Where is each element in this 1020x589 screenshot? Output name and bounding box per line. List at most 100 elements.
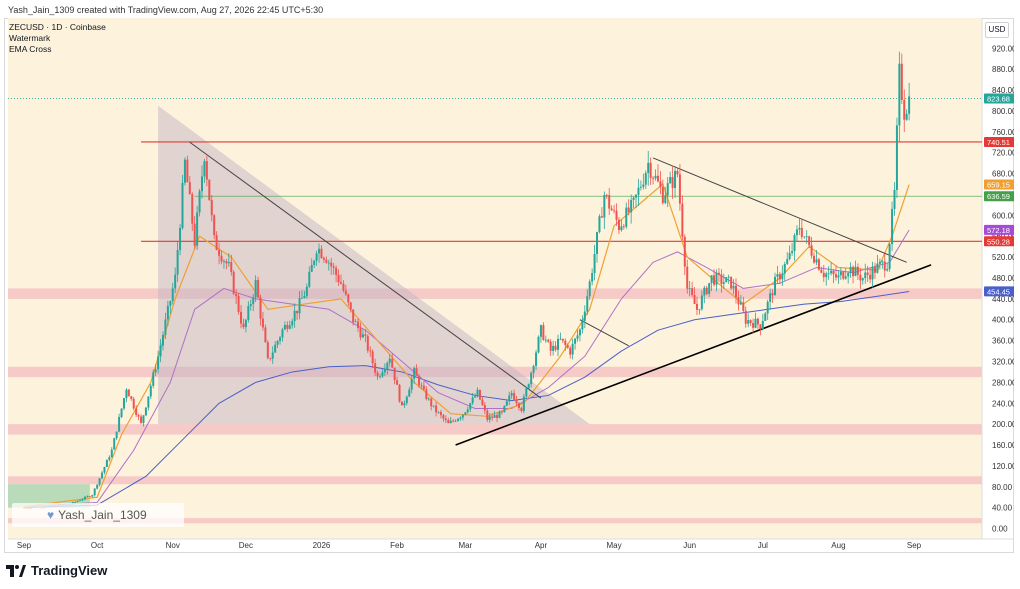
- candle-body: [527, 384, 530, 389]
- candle-body: [432, 405, 435, 407]
- candle-body: [137, 415, 140, 417]
- y-tick-label: 320.00: [992, 358, 1014, 367]
- candle-body: [471, 397, 474, 404]
- candle-body: [522, 396, 525, 411]
- candle-body: [335, 267, 338, 275]
- symbol-legend: ZECUSD · 1D · Coinbase: [9, 22, 106, 32]
- candle-body: [174, 274, 177, 289]
- candle-body: [613, 210, 616, 212]
- candle-body: [844, 276, 847, 279]
- candle-body: [186, 159, 189, 183]
- candle-body: [96, 484, 99, 489]
- watermark-badge: ♥ Yash_Jain_1309: [12, 503, 184, 527]
- candle-body: [303, 296, 306, 298]
- price-tag-659.15: [984, 179, 1014, 190]
- candle-body: [210, 200, 213, 216]
- candle-body: [615, 210, 618, 220]
- candle-body: [337, 274, 340, 283]
- candle-body: [318, 248, 321, 254]
- candle-body: [510, 393, 513, 396]
- price-chart[interactable]: 0.00 40.00 80.00 120.00 160.00 200.00 240.00 28…: [4, 18, 1014, 553]
- y-tick-label: 400.00: [992, 316, 1014, 325]
- candle-body: [503, 405, 506, 412]
- y-tick-label: 80.00: [992, 483, 1013, 492]
- candle-body: [520, 407, 523, 411]
- candle-body: [493, 415, 496, 418]
- candle-body: [476, 389, 479, 397]
- candle-body: [496, 415, 499, 418]
- candle-body: [871, 266, 874, 280]
- x-tick-label: Mar: [458, 541, 472, 550]
- candle-body: [76, 500, 79, 502]
- y-tick-label: 920.00: [992, 44, 1014, 53]
- candle-body: [661, 186, 664, 203]
- candle-body: [722, 282, 725, 284]
- candle-body: [630, 199, 633, 213]
- candle-body: [893, 189, 896, 209]
- ema-cross-legend: EMA Cross: [9, 44, 52, 54]
- candle-body: [388, 358, 391, 363]
- price-tag-636.59: [984, 191, 1014, 202]
- candle-body: [420, 385, 423, 387]
- candle-body: [457, 418, 460, 422]
- candle-body: [274, 344, 277, 353]
- candle-body: [703, 287, 706, 296]
- candle-body: [435, 405, 438, 413]
- candle-body: [725, 277, 728, 283]
- candle-body: [381, 372, 384, 377]
- candle-body: [576, 335, 579, 339]
- candle-body: [127, 389, 130, 397]
- candle-body: [530, 372, 533, 385]
- candle-body: [849, 266, 852, 274]
- x-tick-label: Sep: [907, 541, 922, 550]
- candle-body: [825, 273, 828, 278]
- candle-body: [517, 403, 520, 408]
- candle-body: [622, 226, 625, 228]
- candle-body: [586, 296, 589, 312]
- candle-body: [369, 350, 372, 352]
- candle-body: [452, 420, 455, 422]
- candle-body: [815, 259, 818, 263]
- x-tick-label: May: [607, 541, 622, 550]
- candle-body: [169, 301, 172, 306]
- tradingview-footer[interactable]: TradingView: [6, 563, 107, 578]
- candle-body: [666, 183, 669, 196]
- candle-body: [461, 414, 464, 418]
- candle-body: [908, 96, 911, 114]
- x-tick-label: Dec: [239, 541, 253, 550]
- candle-body: [208, 179, 211, 201]
- currency-button[interactable]: USD: [985, 22, 1009, 38]
- candle-body: [842, 271, 845, 279]
- candle-body: [803, 236, 806, 238]
- candle-body: [732, 285, 735, 289]
- candle-body: [810, 245, 813, 256]
- candle-body: [132, 398, 135, 409]
- candle-body: [754, 318, 757, 328]
- watermark-user: Yash_Jain_1309: [58, 508, 147, 522]
- candle-body: [688, 288, 691, 289]
- candle-body: [620, 226, 623, 231]
- candle-body: [93, 488, 96, 496]
- candle-body: [747, 320, 750, 324]
- x-tick-label: 2026: [313, 541, 331, 550]
- price-tag-text: 823.68: [987, 95, 1010, 104]
- candle-body: [113, 438, 116, 450]
- candle-body: [715, 272, 718, 285]
- candle-body: [513, 393, 516, 400]
- candle-body: [820, 269, 823, 273]
- candle-body: [444, 418, 447, 421]
- candle-body: [569, 347, 572, 355]
- candle-body: [364, 334, 367, 336]
- candle-body: [830, 270, 833, 274]
- candle-body: [135, 408, 138, 416]
- trendline-2: [652, 157, 907, 263]
- candle-body: [191, 194, 194, 224]
- candle-body: [678, 174, 681, 204]
- candle-body: [330, 262, 333, 267]
- candle-body: [866, 272, 869, 275]
- candle-body: [125, 389, 128, 399]
- candle-body: [752, 322, 755, 328]
- candle-body: [539, 325, 542, 337]
- candle-body: [635, 194, 638, 198]
- candle-body: [808, 236, 811, 246]
